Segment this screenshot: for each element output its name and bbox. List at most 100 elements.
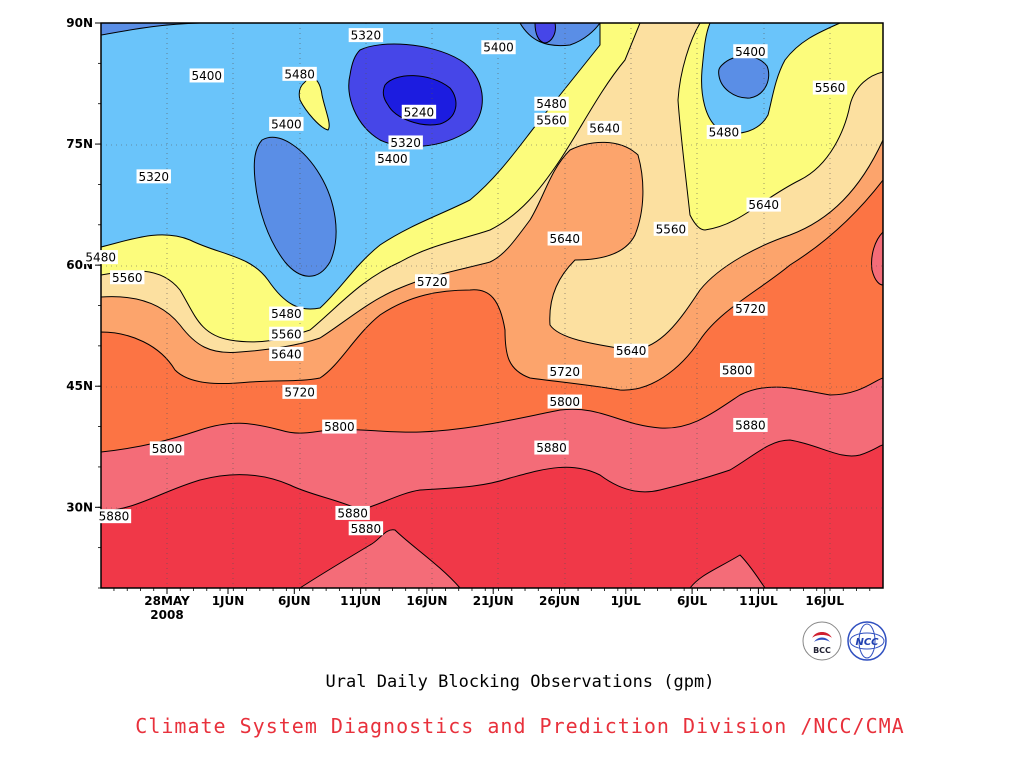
- fill-blob-5480-june: [298, 77, 330, 131]
- contour-label-bg: [401, 104, 437, 119]
- x-tick-label: 1JUN: [212, 594, 245, 608]
- contour-label-bg: [719, 363, 755, 378]
- contour-label-bg: [534, 96, 569, 111]
- contour-label-bg: [733, 44, 768, 59]
- contour-label-bg: [653, 221, 689, 236]
- contour-label: 5800: [550, 395, 581, 409]
- contour-label: 5240: [404, 105, 435, 119]
- contour-fill-layer: [101, 23, 883, 588]
- contour-label: 5640: [616, 344, 647, 358]
- contour-label: 5400: [483, 41, 514, 55]
- contour-label: 5560: [815, 81, 846, 95]
- contour-label-bg: [348, 521, 384, 536]
- contour-label-bg: [282, 384, 317, 399]
- y-tick-label: 75N: [66, 137, 93, 151]
- contour-label: 5640: [271, 347, 302, 361]
- contour-label-bg: [613, 343, 649, 358]
- contour-label: 5560: [656, 222, 687, 236]
- contour-label-bg: [335, 505, 370, 520]
- contour-label-bg: [415, 274, 450, 289]
- contour-label-bg: [189, 68, 224, 83]
- contour-label-bg: [282, 66, 317, 81]
- contour-label-bg: [534, 112, 569, 127]
- svg-text:NCC: NCC: [855, 637, 879, 648]
- x-tick-label: 28MAY: [144, 594, 190, 608]
- fill-band-above-5880: [101, 439, 883, 588]
- contour-label: 5560: [271, 327, 302, 341]
- contour-label-bg: [733, 417, 768, 432]
- x-tick-label: 6JUL: [677, 594, 708, 608]
- fill-patch-5880-south-a: [299, 529, 461, 588]
- contour-label-bg: [547, 231, 582, 246]
- contour-label: 5720: [284, 385, 315, 399]
- contour-label: 5800: [324, 420, 355, 434]
- contour-label-bg: [547, 394, 582, 409]
- y-tick-label: 30N: [66, 500, 93, 514]
- svg-text:BCC: BCC: [813, 646, 831, 655]
- contour-label-bg: [812, 80, 848, 95]
- contour-label: 5640: [589, 121, 620, 135]
- contour-label: 5800: [152, 442, 183, 456]
- contour-label-bg: [388, 135, 423, 150]
- x-tick-label: 1JUL: [611, 594, 642, 608]
- contour-label-bg: [269, 116, 304, 131]
- fill-patch-5880-south-b: [689, 554, 766, 588]
- contour-label: 5320: [138, 170, 169, 184]
- contour-label: 5560: [536, 113, 567, 127]
- contour-label-bg: [269, 326, 304, 341]
- contour-label: 5640: [748, 198, 779, 212]
- contour-label: 5880: [99, 510, 130, 524]
- contour-label: 5400: [377, 152, 408, 166]
- y-tick-label: 45N: [66, 379, 93, 393]
- contour-label: 5320: [390, 136, 421, 150]
- bcc-logo-icon: BCC: [802, 621, 842, 661]
- contour-label: 5480: [85, 251, 116, 265]
- x-tick-label: 16JUL: [805, 594, 844, 608]
- grid-layer: [101, 23, 883, 588]
- chart-title: Ural Daily Blocking Observations (gpm): [325, 672, 715, 692]
- y-tick-label: 90N: [66, 16, 93, 30]
- contour-label-bg: [136, 169, 171, 184]
- contour-label: 5560: [112, 271, 143, 285]
- ncc-logo-icon: NCC: [847, 621, 887, 661]
- contour-label: 5480: [284, 67, 315, 81]
- contour-label-bg: [375, 151, 410, 166]
- x-tick-year-label: 2008: [150, 608, 183, 622]
- contour-label-bg: [706, 124, 742, 139]
- contour-label: 5880: [351, 522, 382, 536]
- contour-label: 5800: [722, 364, 753, 378]
- contour-label: 5880: [337, 506, 368, 520]
- contour-label: 5480: [536, 97, 567, 111]
- contour-label: 5720: [735, 302, 766, 316]
- contour-label: 5480: [709, 125, 740, 139]
- contour-label: 5320: [351, 29, 382, 43]
- contour-label-bg: [348, 28, 384, 43]
- contour-label: 5400: [735, 45, 766, 59]
- contour-label: 5400: [271, 117, 302, 131]
- x-tick-label: 11JUN: [340, 594, 381, 608]
- contour-label-bg: [322, 419, 357, 434]
- contour-label-bg: [83, 250, 118, 265]
- fill-blob-5400-top: [534, 23, 556, 44]
- contour-label: 5720: [417, 275, 448, 289]
- contour-label-bg: [481, 40, 516, 55]
- contour-label-bg: [746, 197, 781, 212]
- fill-core-5240: [382, 75, 457, 126]
- contour-label-bg: [269, 306, 304, 321]
- contour-label: 5400: [192, 69, 223, 83]
- contour-label: 5880: [536, 441, 567, 455]
- contour-label-bg: [534, 440, 569, 455]
- contour-label-bg: [149, 441, 185, 456]
- contour-label: 5880: [735, 418, 766, 432]
- contour-label: 5640: [550, 232, 581, 246]
- contour-label-bg: [587, 120, 622, 135]
- contour-label-bg: [733, 301, 768, 316]
- x-tick-label: 26JUN: [539, 594, 580, 608]
- contour-label-bg: [110, 270, 145, 285]
- fill-blob-5400-june: [253, 136, 337, 277]
- contour-label: 5720: [550, 365, 581, 379]
- credit-line: Climate System Diagnostics and Predictio…: [135, 714, 905, 738]
- contour-label: 5480: [271, 307, 302, 321]
